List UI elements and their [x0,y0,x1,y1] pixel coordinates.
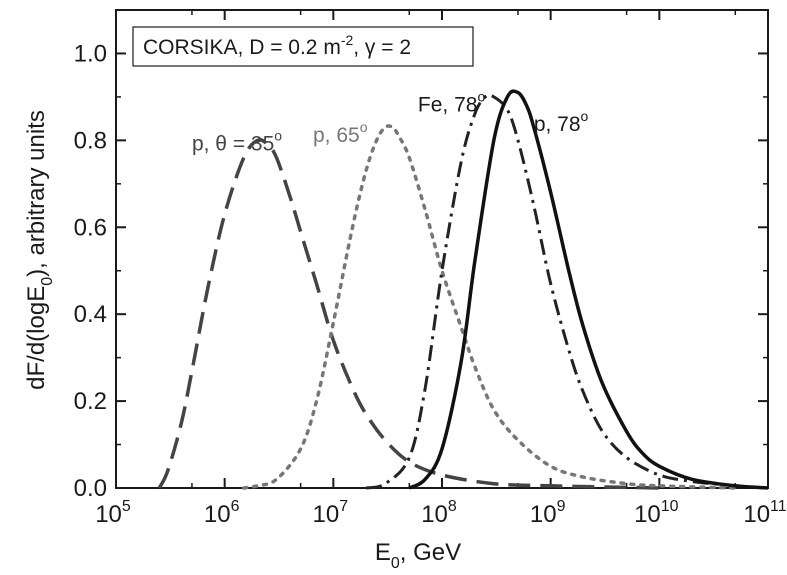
legend-main: CORSIKA, D = 0.2 m [143,36,341,59]
series-line [242,124,738,490]
legend-box: CORSIKA, D = 0.2 m-2, γ = 2 [132,26,474,67]
series-annotation: p, 78o [534,108,589,136]
y-tick-label: 1.0 [74,40,107,67]
legend-frame [132,26,474,67]
y-axis-title-sub: 0 [39,277,56,286]
legend-exp: -2 [341,32,354,48]
x-tick-label: 107 [313,498,349,528]
axis-ticks: 105 106 107 108 109 1010 1011 0.0 0.2 0.4 0.6 0.8 1.… [74,9,787,528]
series-annotation: Fe, 78o [418,88,486,116]
y-tick-label: 0.2 [74,388,107,415]
series-line [408,89,769,490]
series-line [365,93,769,490]
x-axis-title: E0, GeV [375,539,461,572]
annotations: p, θ = 35o p, 65o Fe, 78o p, 78o [192,88,589,155]
x-tick-label: 106 [204,498,240,528]
y-tick-label: 0.8 [74,127,107,154]
series-layer [157,89,769,490]
y-axis-title: dF/d(logE0), arbitrary units [23,110,56,390]
y-tick-label: 0.6 [74,214,107,241]
x-tick-label: 1011 [743,498,786,528]
legend-tail: , γ = 2 [353,36,411,59]
y-tick-label: 0.0 [74,475,107,502]
x-tick-label: 109 [530,498,566,528]
series-annotation: p, θ = 35o [192,128,282,156]
y-tick-label: 0.4 [74,301,107,328]
series-annotation: p, 65o [313,119,368,147]
x-tick-label: 108 [421,498,457,528]
x-axis-title-sub: 0 [391,555,400,572]
series-line [157,137,660,490]
legend-text: CORSIKA, D = 0.2 m-2, γ = 2 [143,32,411,59]
x-tick-label: 1010 [634,498,679,528]
plot-frame [115,9,769,489]
x-tick-label: 105 [95,498,131,528]
